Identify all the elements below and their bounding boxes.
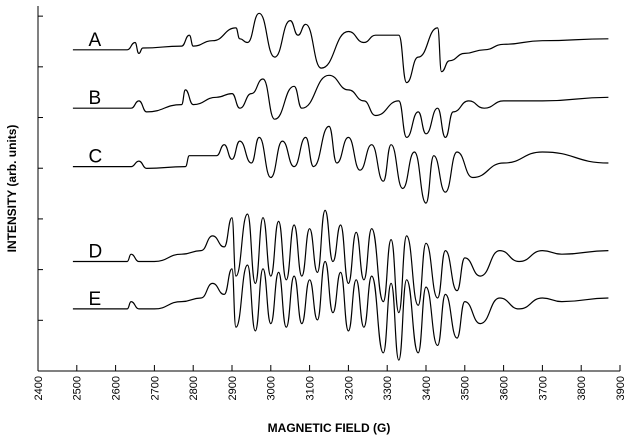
spectra-traces: A B C D E bbox=[72, 12, 609, 361]
x-tick-label: 3800 bbox=[576, 376, 588, 400]
x-tick-label: 3400 bbox=[421, 376, 433, 400]
x-tick-label: 2700 bbox=[149, 376, 161, 400]
spectrum-trace-c bbox=[72, 125, 609, 204]
spectrum-trace-d bbox=[72, 209, 609, 314]
spectrum-label-a: A bbox=[88, 30, 101, 51]
x-tick-label: 2500 bbox=[72, 376, 84, 400]
spectrum-label-d: D bbox=[88, 242, 102, 263]
spectrum-trace-b bbox=[72, 74, 609, 139]
spectrum-label-b: B bbox=[88, 88, 101, 109]
x-tick-label: 3500 bbox=[460, 376, 472, 400]
x-tick-label: 3700 bbox=[537, 376, 549, 400]
spectrum-trace-a bbox=[72, 12, 609, 84]
x-tick-label: 2800 bbox=[188, 376, 200, 400]
spectrum-label-e: E bbox=[88, 289, 101, 310]
x-tick-label: 3600 bbox=[499, 376, 511, 400]
x-tick-label: 3900 bbox=[615, 376, 627, 400]
spectrum-label-c: C bbox=[88, 147, 102, 168]
x-tick-label: 2400 bbox=[33, 376, 45, 400]
x-tick-label: 3200 bbox=[343, 376, 355, 400]
x-tick-label: 2900 bbox=[227, 376, 239, 400]
x-tick-label: 3000 bbox=[266, 376, 278, 400]
x-tick-label: 3100 bbox=[305, 376, 317, 400]
spectrum-trace-e bbox=[72, 260, 609, 361]
axes bbox=[37, 6, 620, 372]
x-ticks: 2400 2500 2600 2700 2800 2900 3000 3100 3200 3300… bbox=[33, 365, 627, 400]
x-tick-label: 2600 bbox=[111, 376, 123, 400]
x-tick-label: 3300 bbox=[382, 376, 394, 400]
y-axis-title: INTENSITY (arb. units) bbox=[5, 125, 19, 253]
y-ticks bbox=[38, 15, 43, 321]
x-axis-title: MAGNETIC FIELD (G) bbox=[268, 421, 391, 435]
